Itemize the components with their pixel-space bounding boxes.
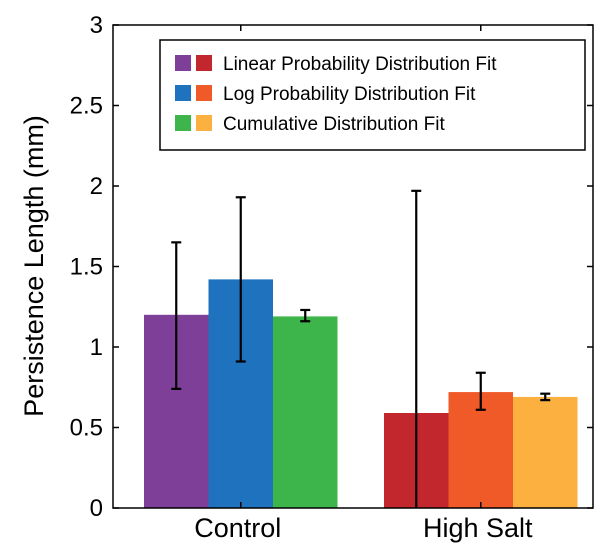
legend-swatch-high-salt [196, 115, 212, 131]
legend: Linear Probability Distribution Fit Log P… [159, 39, 586, 151]
y-tick-labels: 0 0.5 1 1.5 2 2.5 3 [70, 12, 103, 522]
legend-label: Cumulative Distribution Fit [223, 114, 445, 135]
y-tick-label: 2.5 [70, 93, 103, 120]
legend-swatch-high-salt [196, 85, 212, 101]
category-label-high-salt: High Salt [423, 513, 533, 543]
y-tick-label: 2 [90, 173, 103, 200]
y-axis-label: Persistence Length (mm) [19, 115, 49, 417]
legend-label: Log Probability Distribution Fit [223, 84, 476, 105]
category-labels: Control High Salt [194, 513, 533, 543]
legend-swatch-control [175, 85, 191, 101]
legend-box [159, 39, 586, 151]
legend-swatch-control [175, 115, 191, 131]
axis-ticks [113, 24, 593, 509]
legend-swatch-high-salt [196, 55, 212, 71]
y-tick-label: 1.5 [70, 254, 103, 281]
legend-swatch-control [175, 55, 191, 71]
y-tick-label: 0 [90, 495, 103, 522]
bars-layer [144, 279, 578, 508]
bar-control-series-3 [273, 316, 338, 508]
legend-label: Linear Probability Distribution Fit [223, 54, 497, 75]
y-tick-label: 3 [90, 12, 103, 39]
bar-high-salt-series-2 [448, 392, 513, 508]
y-tick-label: 1 [90, 334, 103, 361]
y-tick-label: 0.5 [70, 415, 103, 442]
error-bars-layer [171, 189, 551, 508]
category-label-control: Control [194, 513, 281, 543]
bar-high-salt-series-3 [513, 396, 578, 508]
